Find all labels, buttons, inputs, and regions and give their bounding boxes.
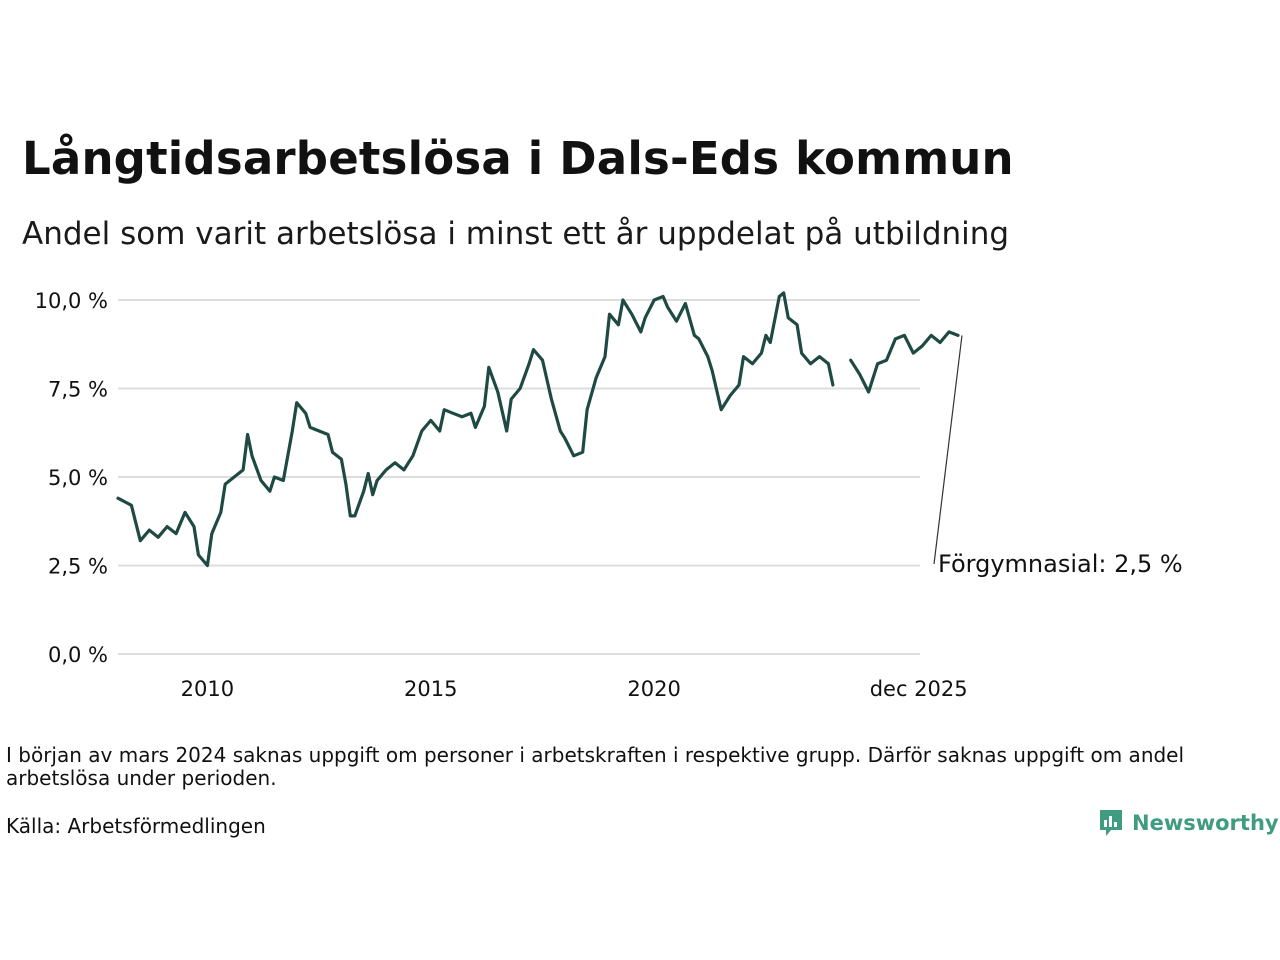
x-tick-label: 2015 xyxy=(404,677,457,701)
x-tick-label: 2010 xyxy=(181,677,234,701)
chart-title: Långtidsarbetslösa i Dals-Eds kommun xyxy=(22,132,1014,185)
y-tick-label: 7,5 % xyxy=(48,378,108,402)
chart-subtitle: Andel som varit arbetslösa i minst ett å… xyxy=(22,216,1010,252)
line-chart: 0,0 % 2,5 % 5,0 % 7,5 % 10,0 % 2010 2015 2020 de… xyxy=(35,289,1183,701)
series-line-forgymnasial xyxy=(116,291,835,568)
source-text: Källa: Arbetsförmedlingen xyxy=(6,814,266,838)
x-tick-label: dec 2025 xyxy=(870,677,968,701)
y-tick-label: 5,0 % xyxy=(48,466,108,490)
footnote: I början av mars 2024 saknas uppgift om … xyxy=(6,743,1185,790)
y-tick-label: 2,5 % xyxy=(48,555,108,579)
brand-name: Newsworthy xyxy=(1132,811,1279,835)
series-leader-line xyxy=(933,335,963,565)
series-line-forgymnasial xyxy=(849,330,960,394)
y-tick-label: 10,0 % xyxy=(35,289,108,313)
series-end-label: Förgymnasial: 2,5 % xyxy=(938,550,1183,578)
x-tick-label: 2020 xyxy=(627,677,680,701)
newsworthy-logo-icon xyxy=(1100,810,1122,836)
y-tick-label: 0,0 % xyxy=(48,643,108,667)
newsworthy-logo: Newsworthy xyxy=(1098,808,1279,838)
